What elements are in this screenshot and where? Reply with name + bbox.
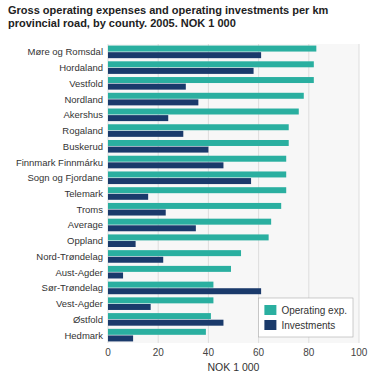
bar xyxy=(108,282,213,288)
chart-container: Gross operating expenses and operating i… xyxy=(0,0,371,379)
y-tick-label: Nord-Trøndelag xyxy=(36,251,103,262)
y-tick-label: Sør-Trøndelag xyxy=(42,282,103,293)
y-tick-label: Buskerud xyxy=(63,141,103,152)
legend-label: Investments xyxy=(281,320,335,331)
x-tick-label: 60 xyxy=(253,347,265,358)
bar xyxy=(108,194,148,200)
x-tick-label: 0 xyxy=(105,347,111,358)
x-tick-label: 80 xyxy=(303,347,315,358)
bar xyxy=(108,52,261,58)
bar xyxy=(108,272,123,278)
bar xyxy=(108,335,133,341)
bar xyxy=(108,84,186,90)
bar xyxy=(108,257,163,263)
chart-svg: Gross operating expenses and operating i… xyxy=(0,0,371,379)
x-tick-label: 20 xyxy=(153,347,165,358)
y-tick-label: Sogn og Fjordane xyxy=(27,172,103,183)
bar xyxy=(108,234,269,240)
title-line: provincial road, by county. 2005. NOK 1 … xyxy=(8,17,236,29)
bar xyxy=(108,288,261,294)
bar xyxy=(108,140,289,146)
bar xyxy=(108,178,251,184)
bar xyxy=(108,203,281,209)
bar xyxy=(108,250,241,256)
bar xyxy=(108,266,231,272)
bar xyxy=(108,187,286,193)
bars xyxy=(108,46,316,342)
bar xyxy=(108,77,314,83)
y-tick-label: Rogaland xyxy=(62,125,103,136)
bar xyxy=(108,109,299,115)
bar xyxy=(108,115,168,121)
y-tick-label: Akershus xyxy=(63,109,103,120)
bar xyxy=(108,329,206,335)
grid-line xyxy=(359,44,360,343)
y-tick-label: Average xyxy=(68,219,103,230)
bar xyxy=(108,68,254,74)
y-tick-label: Finnmark Finnmárku xyxy=(16,157,103,168)
bar xyxy=(108,313,211,319)
y-tick-label: Oppland xyxy=(67,235,103,246)
bar xyxy=(108,99,198,105)
bar xyxy=(108,93,304,99)
bar xyxy=(108,320,223,326)
x-tick-label: 100 xyxy=(351,347,368,358)
y-tick-label: Hordaland xyxy=(59,62,103,73)
bar xyxy=(108,162,223,168)
bar xyxy=(108,46,316,52)
bar xyxy=(108,171,286,177)
plot-background xyxy=(108,44,359,343)
y-tick-label: Østfold xyxy=(73,314,103,325)
y-tick-label: Telemark xyxy=(64,188,103,199)
bar xyxy=(108,225,196,231)
bar xyxy=(108,241,136,247)
grid xyxy=(108,44,359,343)
bar xyxy=(108,61,314,67)
y-tick-label: Vest-Agder xyxy=(56,298,103,309)
y-tick-label: Vestfold xyxy=(69,78,103,89)
title-line: Gross operating expenses and operating i… xyxy=(8,4,329,16)
y-tick-label: Aust-Agder xyxy=(55,267,103,278)
legend-swatch xyxy=(264,320,276,330)
y-tick-label: Hedmark xyxy=(64,330,103,341)
bar xyxy=(108,124,289,130)
bar xyxy=(108,131,183,137)
legend-swatch xyxy=(264,305,276,315)
y-tick-label: Nordland xyxy=(64,94,103,105)
bar xyxy=(108,219,271,225)
bar xyxy=(108,297,213,303)
x-tick-label: 40 xyxy=(203,347,215,358)
y-tick-label: Troms xyxy=(76,204,103,215)
bar xyxy=(108,304,151,310)
legend-frame xyxy=(258,298,353,337)
title: Gross operating expenses and operating i… xyxy=(8,4,329,29)
bar xyxy=(108,147,208,153)
legend: Operating exp. Investments xyxy=(258,298,353,337)
y-tick-label: Møre og Romsdal xyxy=(28,46,104,57)
bar xyxy=(108,156,286,162)
bar xyxy=(108,210,166,216)
x-axis-label: NOK 1 000 xyxy=(208,361,260,373)
legend-label: Operating exp. xyxy=(281,305,347,316)
